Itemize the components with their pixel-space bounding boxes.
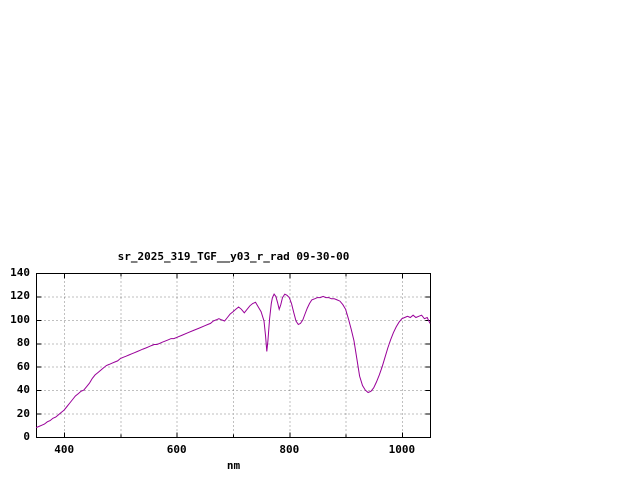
- plot-border: [36, 273, 431, 438]
- chart-title: sr_2025_319_TGF__y03_r_rad 09-30-00: [117, 250, 350, 263]
- y-tick-label: 0: [23, 430, 30, 443]
- y-tick-label: 20: [16, 406, 30, 420]
- y-tick-label: 60: [16, 359, 30, 373]
- x-tick-label: 800: [279, 443, 300, 456]
- x-tick-label: 1000: [388, 443, 416, 456]
- y-tick-label: 140: [10, 266, 30, 279]
- y-tick-label: 40: [16, 383, 30, 397]
- x-tick-label: 600: [166, 443, 187, 456]
- y-tick-label: 100: [10, 312, 30, 326]
- x-tick-label: 400: [54, 443, 75, 456]
- plot-area: [36, 273, 431, 438]
- y-tick-label: 80: [16, 336, 30, 350]
- y-tick-label: 120: [10, 289, 30, 303]
- x-axis-label: nm: [226, 459, 241, 472]
- spectrum-line: [36, 293, 431, 429]
